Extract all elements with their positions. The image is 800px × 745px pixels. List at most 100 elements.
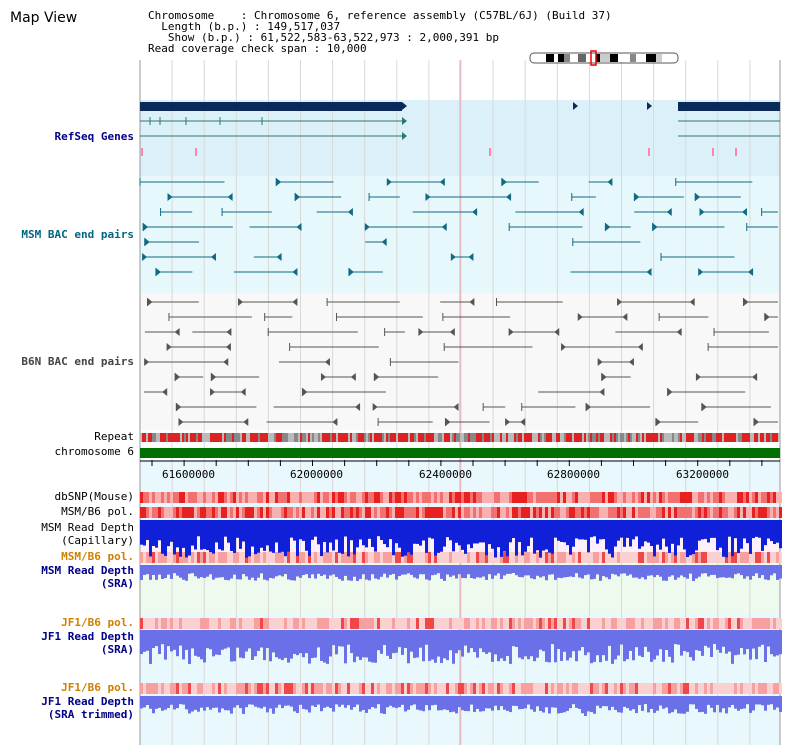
depth-bar	[425, 565, 428, 580]
repeat-cell	[546, 433, 548, 442]
repeat-cell	[634, 433, 636, 442]
chromosome-value: Chromosome 6, reference assembly (C57BL/…	[253, 9, 612, 22]
heat-cell	[671, 683, 674, 694]
heat-cell	[344, 492, 347, 503]
heat-cell	[656, 552, 659, 563]
depth-bar	[269, 696, 272, 709]
repeat-cell	[474, 433, 476, 442]
depth-bar	[512, 520, 515, 539]
depth-bar	[371, 696, 374, 708]
depth-bar	[401, 520, 404, 557]
depth-bar	[506, 696, 509, 711]
depth-bar	[437, 520, 440, 553]
depth-bar	[197, 565, 200, 579]
repeat-cell	[270, 433, 272, 442]
repeat-cell	[714, 433, 716, 442]
repeat-cell	[544, 433, 546, 442]
depth-bar	[164, 565, 167, 579]
repeat-cell	[280, 433, 282, 442]
arrow-mark	[508, 328, 514, 336]
heat-cell	[653, 492, 656, 503]
repeat-cell	[428, 433, 430, 442]
heat-cell	[152, 618, 155, 629]
heat-cell	[533, 618, 536, 629]
depth-bar	[308, 696, 311, 713]
depth-bar	[377, 520, 380, 537]
heat-cell	[731, 492, 734, 503]
repeat-cell	[530, 433, 532, 442]
arrow-mark	[561, 343, 567, 351]
heat-cell	[161, 618, 164, 629]
arrow-mark	[605, 223, 611, 231]
depth-bar	[644, 696, 647, 705]
heat-cell	[218, 507, 221, 518]
heat-cell	[179, 492, 182, 503]
arrow-mark	[655, 418, 661, 426]
depth-bar	[707, 565, 710, 577]
depth-bar	[311, 696, 314, 706]
heat-cell	[719, 618, 722, 629]
track-label-msm-bac[interactable]: MSM BAC end pairs	[21, 228, 134, 241]
depth-bar	[626, 565, 629, 576]
repeat-cell	[164, 433, 166, 442]
heat-cell	[653, 683, 656, 694]
depth-bar	[326, 696, 329, 707]
heat-cell	[518, 683, 521, 694]
depth-bar	[710, 565, 713, 575]
arrow-mark	[439, 178, 445, 186]
heat-cell	[311, 492, 314, 503]
repeat-cell	[194, 433, 196, 442]
depth-bar	[284, 696, 287, 706]
heat-cell	[161, 552, 164, 563]
repeat-cell	[374, 433, 376, 442]
heat-cell	[770, 683, 773, 694]
heat-cell	[356, 507, 359, 518]
repeat-cell	[752, 433, 754, 442]
snp-mark	[489, 148, 491, 156]
heat-cell	[662, 683, 665, 694]
heat-cell	[245, 507, 248, 518]
heat-cell	[644, 683, 647, 694]
depth-bar	[248, 696, 251, 705]
heat-cell	[470, 492, 473, 503]
repeat-cell	[360, 433, 362, 442]
heat-cell	[521, 618, 524, 629]
depth-bar	[365, 696, 368, 713]
repeat-cell	[660, 433, 662, 442]
heat-cell	[674, 507, 677, 518]
depth-bar	[695, 696, 698, 709]
track-label-refseq[interactable]: RefSeq Genes	[54, 130, 134, 143]
depth-bar	[737, 520, 740, 554]
heat-cell	[773, 618, 776, 629]
depth-bar	[683, 630, 686, 652]
depth-bar	[221, 565, 224, 578]
track-label-b6n-bac[interactable]: B6N BAC end pairs	[21, 355, 134, 368]
repeat-cell	[726, 433, 728, 442]
heat-cell	[497, 492, 500, 503]
heat-cell	[473, 507, 476, 518]
depth-bar	[170, 696, 173, 705]
heat-cell	[170, 618, 173, 629]
heat-cell	[509, 507, 512, 518]
heat-cell	[374, 552, 377, 563]
depth-bar	[455, 520, 458, 543]
heat-cell	[338, 683, 341, 694]
heat-cell	[506, 552, 509, 563]
ideogram-band	[554, 54, 558, 62]
heat-cell	[632, 492, 635, 503]
depth-bar	[623, 630, 626, 662]
heat-cell	[449, 552, 452, 563]
depth-bar	[467, 565, 470, 575]
heat-cell	[443, 618, 446, 629]
heat-cell	[290, 618, 293, 629]
depth-bar	[311, 630, 314, 659]
heat-cell	[671, 618, 674, 629]
depth-bar	[332, 630, 335, 646]
depth-bar	[167, 630, 170, 647]
depth-bar	[731, 696, 734, 705]
heat-cell	[152, 683, 155, 694]
heat-cell	[317, 552, 320, 563]
depth-bar	[347, 630, 350, 645]
heat-cell	[740, 507, 743, 518]
